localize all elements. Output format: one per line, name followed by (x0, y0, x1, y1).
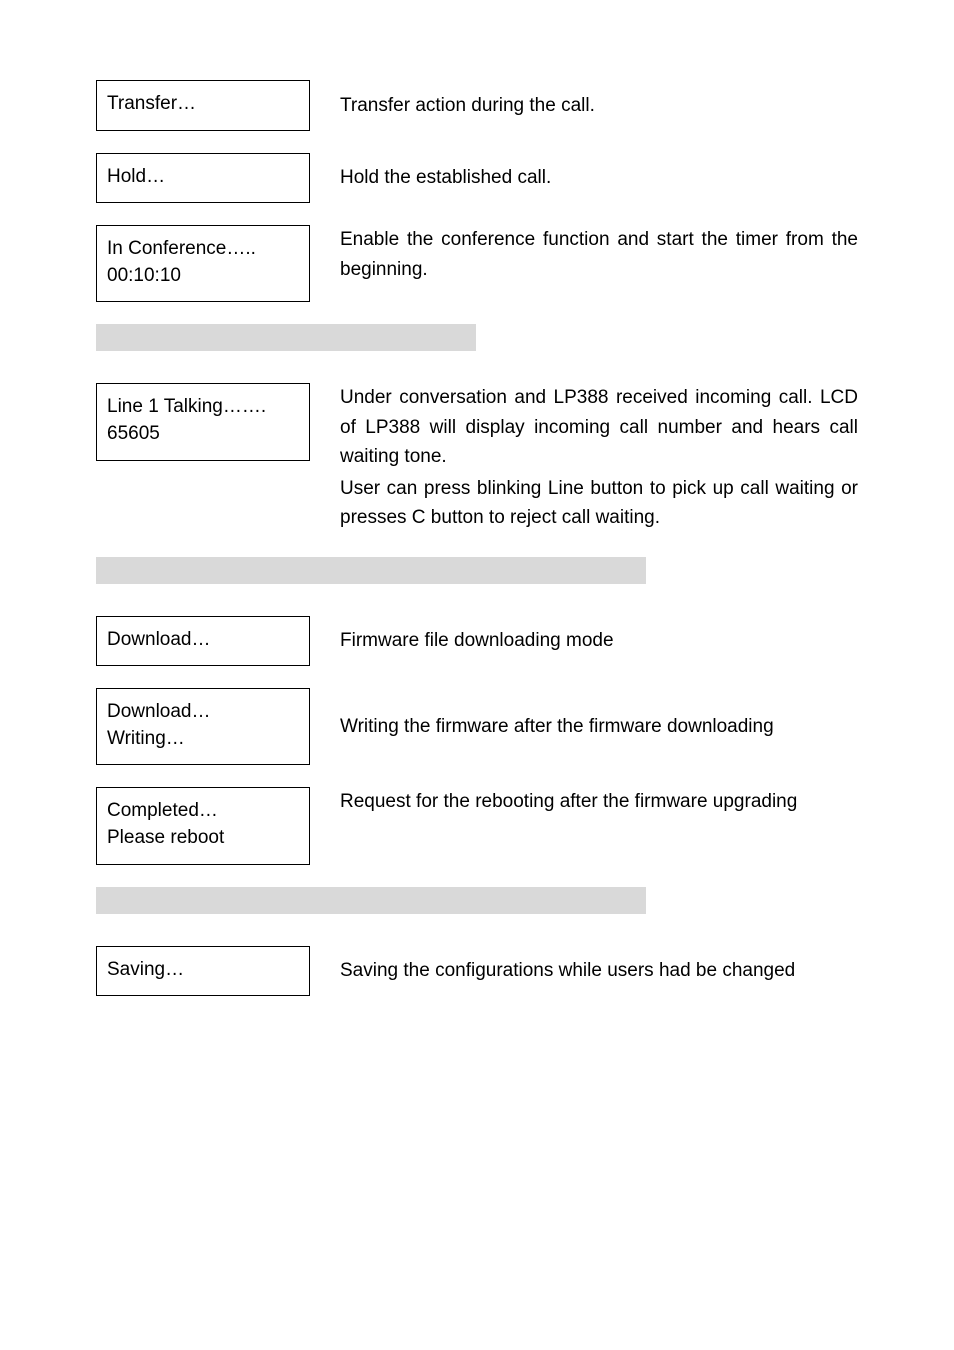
lcd-box-download: Download… (96, 616, 310, 667)
lcd-box-transfer: Transfer… (96, 80, 310, 131)
lcd-line1: Saving… (107, 959, 184, 980)
desc-transfer: Transfer action during the call. (340, 91, 858, 120)
desc-talking: Under conversation and LP388 received in… (340, 383, 858, 534)
desc-saving: Saving the configurations while users ha… (340, 956, 858, 985)
lcd-line1: Hold… (107, 166, 165, 187)
lcd-box-hold: Hold… (96, 153, 310, 204)
section-divider-2 (96, 557, 646, 584)
row-transfer: Transfer… Transfer action during the cal… (96, 80, 858, 131)
lcd-box-saving: Saving… (96, 946, 310, 997)
lcd-box-writing: Download… Writing… (96, 688, 310, 765)
row-writing: Download… Writing… Writing the firmware … (96, 688, 858, 765)
row-talking: Line 1 Talking……. 65605 Under conversati… (96, 383, 858, 534)
lcd-line2: Please reboot (107, 825, 299, 852)
section-divider-3 (96, 887, 646, 914)
desc-talking-p1: Under conversation and LP388 received in… (340, 383, 858, 471)
lcd-box-conference: In Conference….. 00:10:10 (96, 225, 310, 302)
lcd-line2: 00:10:10 (107, 263, 299, 290)
lcd-line2: 65605 (107, 421, 299, 448)
desc-completed: Request for the rebooting after the firm… (340, 787, 858, 816)
lcd-box-talking: Line 1 Talking……. 65605 (96, 383, 310, 460)
row-conference: In Conference….. 00:10:10 Enable the con… (96, 225, 858, 302)
row-hold: Hold… Hold the established call. (96, 153, 858, 204)
desc-talking-p2: User can press blinking Line button to p… (340, 474, 858, 533)
lcd-line1: Download… (107, 701, 211, 722)
lcd-line1: Completed… (107, 800, 218, 821)
lcd-line1: Transfer… (107, 93, 196, 114)
lcd-line1: Download… (107, 629, 211, 650)
lcd-line1: Line 1 Talking……. (107, 396, 266, 417)
desc-writing: Writing the firmware after the firmware … (340, 712, 858, 741)
desc-download: Firmware file downloading mode (340, 626, 858, 655)
row-saving: Saving… Saving the configurations while … (96, 946, 858, 997)
row-completed: Completed… Please reboot Request for the… (96, 787, 858, 864)
lcd-box-completed: Completed… Please reboot (96, 787, 310, 864)
lcd-line1: In Conference….. (107, 238, 256, 259)
row-download: Download… Firmware file downloading mode (96, 616, 858, 667)
section-divider-1 (96, 324, 476, 351)
lcd-line2: Writing… (107, 726, 299, 753)
desc-hold: Hold the established call. (340, 163, 858, 192)
desc-conference: Enable the conference function and start… (340, 225, 858, 284)
page: Transfer… Transfer action during the cal… (0, 0, 954, 1350)
